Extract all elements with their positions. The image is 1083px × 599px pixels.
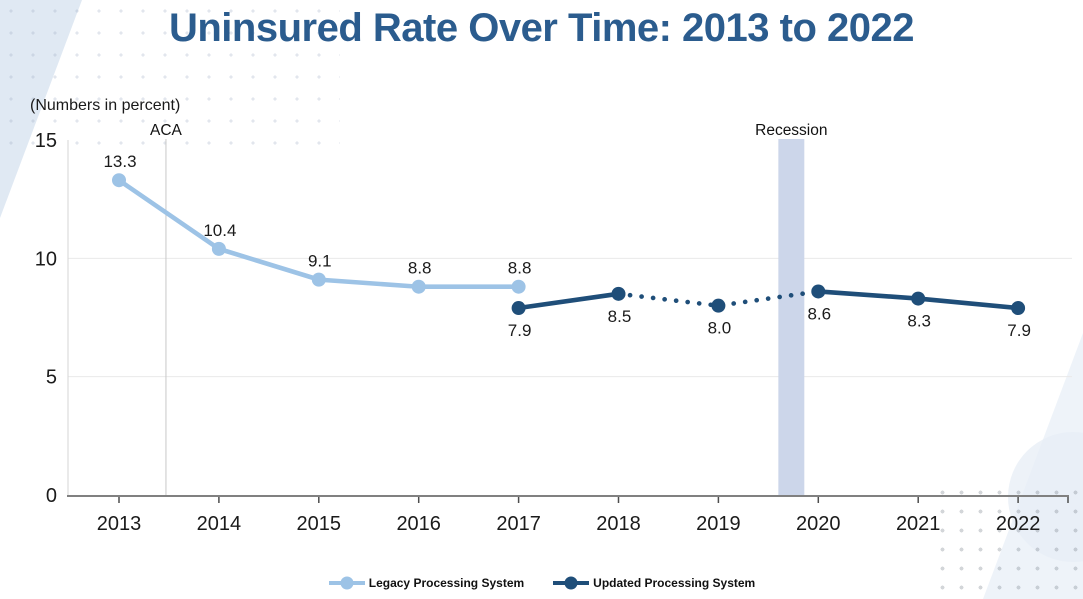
decorative-dot-grid-top-left	[0, 0, 340, 152]
x-tick-label: 2022	[996, 513, 1041, 535]
data-point-label: 13.3	[103, 152, 136, 171]
data-point-marker	[1011, 301, 1026, 316]
chart-title: Uninsured Rate Over Time: 2013 to 2022	[168, 6, 915, 50]
recession-label: Recession	[755, 122, 827, 139]
x-tick-label: 2017	[496, 513, 541, 535]
data-point-marker	[511, 279, 526, 294]
legend-label-legacy: Legacy Processing System	[368, 576, 525, 590]
data-point-marker	[511, 301, 526, 316]
x-tick-label: 2015	[297, 513, 342, 535]
data-point-label: 9.1	[308, 252, 332, 271]
updated-series-marker-icon	[553, 576, 590, 590]
legend-label-updated: Updated Processing System	[593, 576, 756, 590]
x-tick-label: 2013	[97, 513, 142, 535]
data-point-marker	[811, 284, 826, 299]
legend-item-updated[interactable]: Updated Processing System	[552, 576, 755, 590]
data-point-label: 8.8	[508, 259, 532, 278]
legend-item-legacy[interactable]: Legacy Processing System	[328, 576, 524, 590]
chart-legend: Legacy Processing System Updated Process…	[0, 576, 1083, 590]
x-tick-label: 2021	[896, 513, 941, 535]
recession-band	[778, 139, 805, 495]
series-line-legacy	[116, 177, 521, 290]
data-point-label: 10.4	[203, 221, 236, 240]
data-point-label: 8.3	[907, 312, 931, 331]
series-line-updated	[516, 291, 621, 311]
data-point-label: 8.5	[608, 307, 632, 326]
data-point-marker	[112, 173, 126, 188]
x-tick-label: 2020	[796, 513, 841, 535]
legacy-series-marker-icon	[328, 576, 365, 590]
chart-units-note: (Numbers in percent)	[30, 97, 181, 114]
y-tick-label: 10	[35, 248, 57, 270]
data-point-label: 8.6	[807, 304, 831, 323]
y-tick-label: 0	[46, 485, 57, 507]
decorative-dot-grid-bottom-right	[933, 483, 1083, 599]
x-tick-label: 2016	[396, 513, 441, 535]
data-point-marker	[611, 286, 626, 301]
y-tick-label: 5	[46, 367, 57, 389]
data-point-marker	[411, 279, 426, 294]
aca-label: ACA	[150, 122, 183, 139]
y-tick-label: 15	[35, 130, 57, 152]
data-point-label: 7.9	[1007, 321, 1031, 340]
data-point-marker	[311, 272, 326, 287]
x-tick-label: 2014	[197, 513, 242, 535]
data-point-label: 8.0	[708, 319, 732, 338]
x-tick-label: 2019	[696, 513, 741, 535]
data-point-label: 7.9	[508, 321, 532, 340]
data-point-label: 8.8	[408, 259, 432, 278]
data-point-marker	[711, 298, 726, 313]
data-point-marker	[211, 241, 226, 256]
x-tick-label: 2018	[596, 513, 641, 535]
series-line-updated-dotted	[616, 289, 821, 308]
data-point-marker	[911, 291, 926, 306]
